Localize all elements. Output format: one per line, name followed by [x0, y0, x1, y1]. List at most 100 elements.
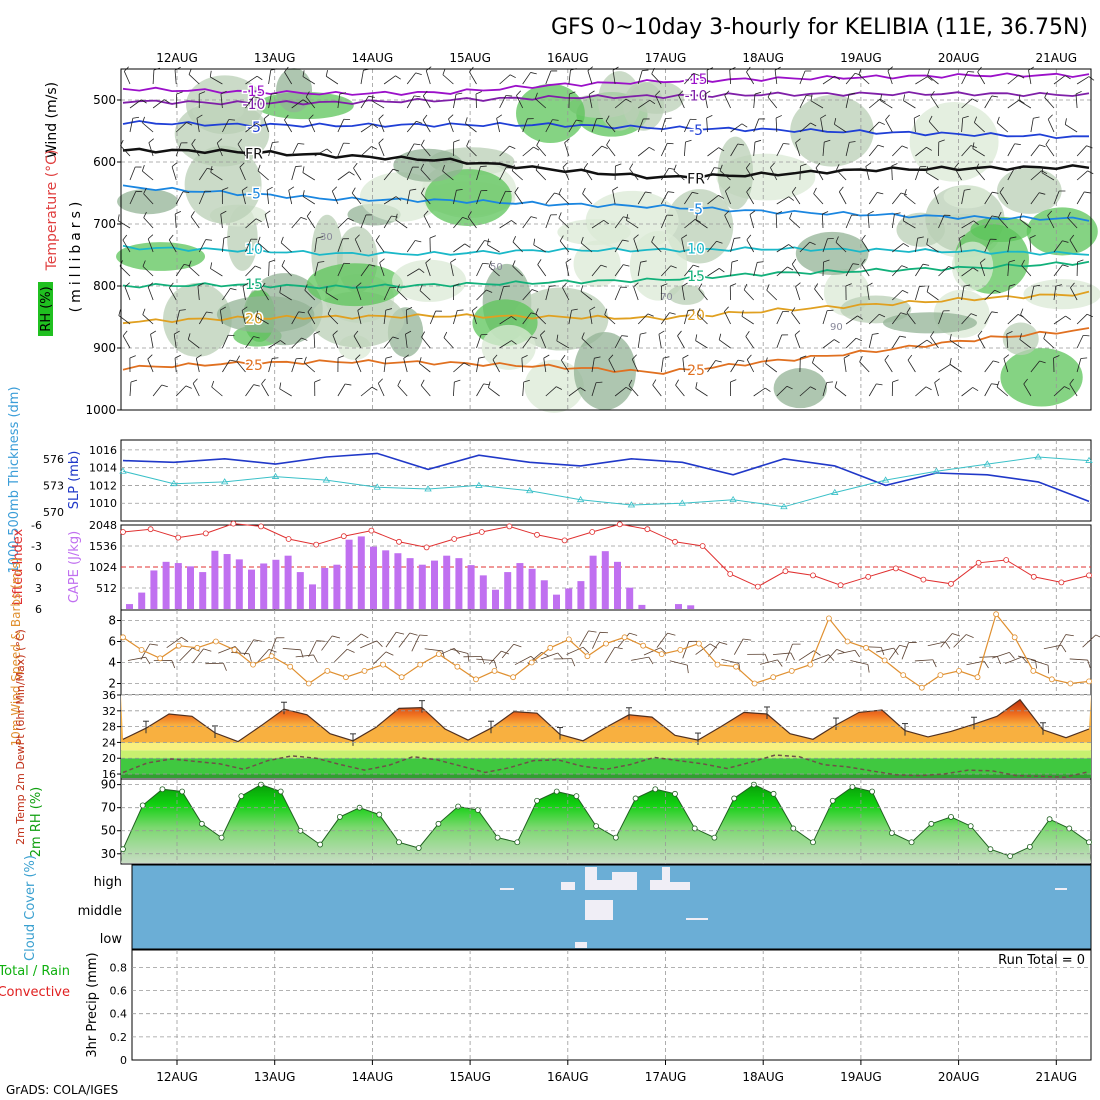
- upper-wind-barb: [314, 238, 318, 253]
- upper-wind-barb-flag: [775, 115, 782, 119]
- upper-wind-barb: [776, 385, 788, 397]
- upper-wind-barb-flag: [418, 357, 422, 364]
- li-marker: [506, 523, 513, 530]
- surface-wind-barb: [192, 648, 204, 664]
- upper-wind-barb-flag: [454, 379, 461, 383]
- upper-wind-barb: [403, 358, 408, 373]
- wind-speed-marker: [435, 651, 442, 657]
- run-total: Run Total = 0: [998, 953, 1085, 968]
- wind-speed-marker: [677, 647, 684, 653]
- upper-wind-barb: [776, 196, 789, 205]
- upper-wind-barb: [306, 216, 316, 229]
- upper-wind-barb-flag: [603, 219, 610, 225]
- upper-wind-barb: [822, 339, 835, 349]
- upper-wind-barb-flag: [516, 90, 521, 96]
- surface-wind-barb-flag: [1095, 634, 1100, 638]
- upper-wind-barb: [332, 334, 339, 349]
- thickness-marker: [627, 501, 636, 508]
- upper-wind-barb: [938, 215, 945, 229]
- upper-wind-barb-flag: [926, 285, 930, 292]
- upper-wind-barb: [119, 265, 131, 277]
- upper-wind-barb: [219, 310, 223, 325]
- upper-wind-barb: [977, 71, 986, 85]
- upper-wind-barb-flag: [834, 118, 837, 125]
- isotherm-label: 25: [245, 358, 263, 374]
- cape-bar: [479, 575, 487, 609]
- upper-wind-barb-flag: [414, 143, 421, 146]
- upper-wind-barb-flag: [648, 146, 655, 151]
- upper-wind-barb-flag: [1070, 282, 1075, 288]
- li-marker: [754, 583, 761, 590]
- upper-wind-barb-flag: [188, 68, 192, 75]
- upper-wind-barb-flag: [906, 307, 911, 314]
- upper-wind-barb-flag: [117, 214, 120, 221]
- upper-wind-barb: [241, 190, 246, 205]
- upper-wind-barb-flag: [685, 139, 692, 143]
- upper-wind-barb: [746, 359, 755, 373]
- upper-wind-barb-flag: [815, 162, 821, 169]
- upper-wind-barb: [1041, 172, 1055, 181]
- upper-wind-barb-flag: [565, 258, 572, 263]
- upper-wind-barb: [979, 262, 986, 277]
- surface-wind-barb: [321, 635, 333, 651]
- upper-wind-barb: [222, 238, 225, 253]
- upper-wind-barb-flag: [991, 215, 999, 218]
- upper-wind-barb-flag: [716, 240, 723, 244]
- upper-wind-barb: [587, 70, 593, 85]
- upper-wind-barb-flag: [182, 191, 190, 193]
- upper-wind-barb-flag: [1009, 284, 1016, 287]
- upper-wind-barb: [222, 335, 229, 349]
- cape-bar: [675, 604, 682, 609]
- upper-wind-barb: [961, 98, 973, 109]
- upper-wind-barb: [845, 315, 858, 325]
- upper-wind-barb: [429, 310, 437, 325]
- rh-patch: [996, 167, 1062, 214]
- upper-wind-barb-flag: [1075, 90, 1082, 95]
- upper-wind-barb: [604, 314, 616, 325]
- li-marker: [285, 536, 292, 542]
- upper-temp-label: Temperature (°C): [44, 150, 60, 272]
- surface-wind-barb: [824, 649, 838, 664]
- surface-wind-barb-flag: [346, 648, 355, 653]
- upper-wind-barb: [996, 386, 1009, 397]
- rh-patch: [516, 83, 585, 143]
- upper-wind-barb: [1076, 145, 1087, 157]
- thickness-marker: [220, 478, 229, 485]
- rh-contour-label: 70: [660, 292, 673, 303]
- upper-wind-barb: [651, 241, 662, 253]
- upper-wind-barb-flag: [488, 260, 492, 267]
- cape-bar: [467, 565, 475, 609]
- precip-frame: [131, 949, 1092, 1061]
- upper-wind-barb: [753, 94, 756, 109]
- upper-wind-barb: [791, 264, 801, 277]
- upper-wind-barb: [1030, 144, 1040, 157]
- upper-wind-barb: [822, 75, 835, 85]
- upper-wind-barb: [147, 358, 154, 373]
- upper-wind-barb-flag: [385, 356, 393, 359]
- upper-wind-barb: [279, 388, 292, 397]
- upper-wind-barb: [383, 75, 396, 85]
- upper-wind-barb: [741, 316, 754, 325]
- upper-wind-barb-flag: [313, 331, 320, 335]
- surface-wind-barb: [940, 633, 953, 648]
- upper-wind-barb: [684, 192, 693, 205]
- upper-wind-barb: [397, 385, 408, 397]
- isotherm-label: 20: [245, 311, 263, 327]
- upper-wind-barb-flag: [210, 166, 213, 173]
- upper-wind-barb-flag: [300, 217, 307, 220]
- upper-wind-barb-flag: [353, 330, 359, 337]
- upper-wind-barb: [425, 70, 431, 85]
- upper-wind-barb-flag: [794, 330, 801, 336]
- rh-marker: [790, 825, 797, 832]
- wind-speed-marker: [473, 676, 479, 683]
- rh-patch: [359, 172, 442, 222]
- upper-wind-barb: [961, 286, 965, 301]
- upper-wind-barb: [421, 193, 431, 205]
- upper-wind-barb: [291, 337, 302, 349]
- upper-wind-barb-flag: [835, 236, 839, 243]
- upper-wind-barb-flag: [230, 288, 237, 291]
- cape-bar: [126, 604, 133, 609]
- wind-speed-marker: [714, 661, 721, 668]
- li-marker: [892, 565, 899, 572]
